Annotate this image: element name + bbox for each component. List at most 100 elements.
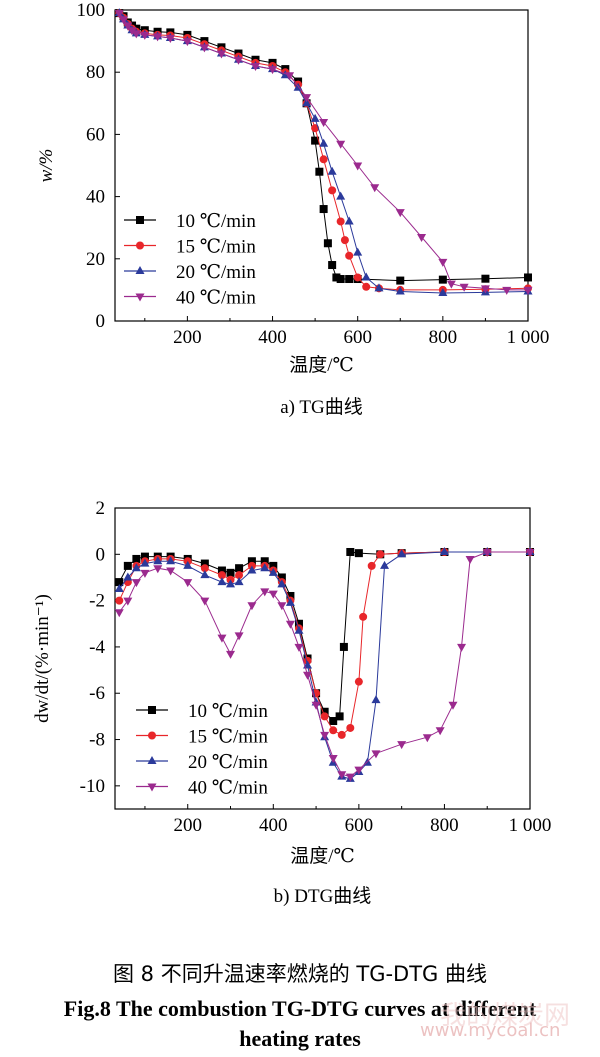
data-point [153,565,163,574]
data-point [448,701,458,710]
x-axis-label: 温度/℃ [289,354,354,376]
watermark-brand: 我的煤炭网 [440,1001,571,1031]
data-point [260,557,269,566]
series-4 [114,548,535,782]
data-point [332,273,341,282]
data-point [319,155,328,164]
series-3 [114,546,535,782]
data-point [417,234,427,243]
series-1 [115,547,534,726]
data-point [115,578,124,587]
data-point [217,634,227,643]
legend-label: 20 ℃/min [188,752,268,773]
data-point [277,602,287,611]
data-point [319,118,329,127]
legend-marker [136,241,144,250]
data-point [346,547,355,556]
legend-label: 40 ℃/min [188,778,268,799]
y-tick-label: 20 [86,249,105,270]
data-point [362,282,371,291]
data-point [422,734,432,743]
data-point [123,597,133,606]
data-point [226,568,235,577]
legend-entry: 20 ℃/min [124,262,256,283]
data-point [371,695,381,704]
data-point [523,286,533,295]
tg-panel: 200 400 600 800 1 000 0 20 40 60 80 100 温度/℃ w/% a) T… [36,0,549,418]
data-point [354,549,363,558]
data-point [354,677,363,686]
data-point [166,556,176,565]
data-point [140,31,150,40]
y-tick-label: -6 [89,683,105,704]
legend-label: 10 ℃/min [188,701,268,722]
data-point [166,567,176,576]
data-point [217,566,226,575]
data-point [480,285,490,294]
data-point [294,619,303,628]
data-point [153,556,163,565]
y-tick-label: 80 [86,62,105,83]
data-point [277,573,286,582]
data-point [438,275,447,284]
y-axis-label: dw/dt/(%·min⁻¹) [32,594,53,723]
x-tick-label: 600 [343,327,372,348]
data-point [115,596,124,605]
data-point [140,569,150,578]
data-point [140,552,149,561]
data-point [285,72,295,81]
x-tick-label: 800 [429,327,458,348]
legend-label: 15 ℃/min [176,237,256,258]
data-point [131,579,141,588]
legend-entry: 10 ℃/min [136,701,268,722]
data-point [310,113,320,122]
data-point [340,236,349,245]
data-point [376,550,385,559]
data-point [345,251,354,260]
data-point [361,272,371,281]
data-point [226,650,236,659]
data-point [268,66,278,75]
x-tick-label: 800 [430,815,459,836]
data-point [395,286,405,295]
data-point [439,546,449,555]
data-point [247,602,257,611]
legend-marker [135,266,145,274]
legend-marker [147,783,157,792]
data-point [323,239,332,248]
panel-label: a) TG曲线 [280,396,363,418]
x-tick-label: 200 [173,327,202,348]
data-point [359,612,368,621]
data-point [199,44,209,53]
data-point [140,558,150,567]
plot-frame [114,507,531,810]
data-point [438,288,448,297]
data-point [234,632,244,641]
data-point [457,643,467,652]
panel-label: b) DTG曲线 [274,885,372,907]
data-point [226,579,236,588]
data-point [123,561,132,570]
data-point [286,591,295,600]
x-axis-label: 温度/℃ [290,845,355,867]
data-point [260,563,270,572]
data-point [337,771,347,780]
data-point [247,557,256,566]
data-point [247,565,257,574]
data-point [311,701,321,710]
data-point [329,717,338,726]
legend-marker [147,756,157,764]
x-tick-label: 600 [345,815,374,836]
legend-marker [136,216,144,224]
data-point [396,276,405,285]
data-point [123,572,133,581]
data-point [234,577,244,586]
data-point [269,561,278,570]
data-point [285,597,295,606]
legend-entry: 15 ℃/min [136,727,268,748]
figure-caption-en: Fig.8 The combustion TG-DTG curves at di… [0,994,600,1054]
data-point [268,590,278,599]
data-point [438,258,448,267]
data-point [132,554,141,563]
